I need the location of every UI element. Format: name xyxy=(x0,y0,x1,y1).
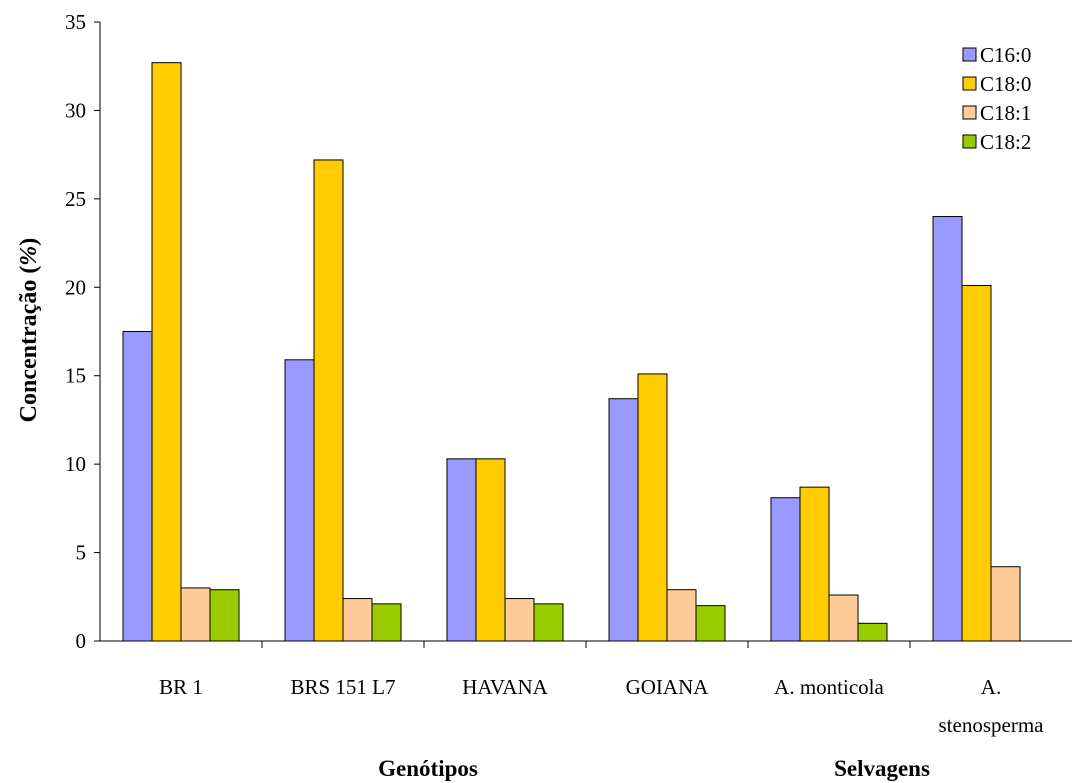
y-tick-label: 0 xyxy=(76,629,87,653)
x-category-label: BR 1 xyxy=(159,675,203,699)
bar-c16-0-3 xyxy=(608,398,639,642)
legend-label: C18:0 xyxy=(980,72,1031,96)
bar-c18-1-1 xyxy=(342,598,373,642)
bar-c18-2-4 xyxy=(857,622,888,642)
bar-c18-1-4 xyxy=(828,594,859,642)
bar-c18-0-0 xyxy=(151,62,182,642)
x-category-label: HAVANA xyxy=(462,675,548,699)
bar-c18-1-3 xyxy=(666,589,697,642)
bar-c16-0-0 xyxy=(122,331,153,642)
legend-swatch xyxy=(962,134,977,149)
bar-c18-1-5 xyxy=(990,566,1021,642)
x-category-label: GOIANA xyxy=(626,675,710,699)
legend-label: C18:1 xyxy=(980,101,1031,125)
y-tick-label: 10 xyxy=(65,452,86,476)
y-axis-label: Concentração (%) xyxy=(16,238,42,423)
bar-c18-1-2 xyxy=(504,598,535,642)
bar-c18-2-3 xyxy=(695,605,726,642)
x-category-label: A. monticola xyxy=(774,675,884,699)
y-tick-labels: 0 5 10 15 20 25 30 35 xyxy=(65,10,86,653)
bar-c16-0-5 xyxy=(932,216,963,642)
legend-swatch xyxy=(962,47,977,62)
x-category-label: A. xyxy=(981,675,1001,699)
x-category-labels: BR 1 BRS 151 L7 HAVANA GOIANA A. monticola A.… xyxy=(159,675,1044,737)
bar-c18-0-2 xyxy=(475,458,506,642)
group-label-selvagens: Selvagens xyxy=(834,756,930,781)
bar-c18-0-5 xyxy=(961,285,992,642)
axes xyxy=(94,21,1072,648)
bar-c18-2-2 xyxy=(533,603,564,642)
bar-c18-0-1 xyxy=(313,159,344,642)
bar-c18-2-1 xyxy=(371,603,402,642)
y-tick-label: 20 xyxy=(65,275,86,299)
group-label-genotipos: Genótipos xyxy=(378,756,478,781)
x-category-label: stenosperma xyxy=(939,713,1045,737)
x-category-label: BRS 151 L7 xyxy=(290,675,395,699)
y-tick-label: 30 xyxy=(65,98,86,122)
bar-c18-2-0 xyxy=(209,589,240,642)
legend-label: C16:0 xyxy=(980,43,1031,67)
bar-c16-0-4 xyxy=(770,497,801,642)
y-tick-label: 15 xyxy=(65,364,86,388)
y-tick-label: 5 xyxy=(76,541,87,565)
y-tick-label: 35 xyxy=(65,10,86,34)
bar-c16-0-2 xyxy=(446,458,477,642)
legend: C16:0 C18:0 C18:1 C18:2 xyxy=(962,43,1031,154)
legend-swatch xyxy=(962,105,977,120)
legend-swatch xyxy=(962,76,977,91)
bar-c18-1-0 xyxy=(180,587,211,642)
bar-c18-0-4 xyxy=(799,486,830,642)
bar-c16-0-1 xyxy=(284,359,315,642)
y-tick-label: 25 xyxy=(65,187,86,211)
bar-c18-0-3 xyxy=(637,373,668,642)
bars xyxy=(122,62,1021,642)
legend-label: C18:2 xyxy=(980,130,1031,154)
